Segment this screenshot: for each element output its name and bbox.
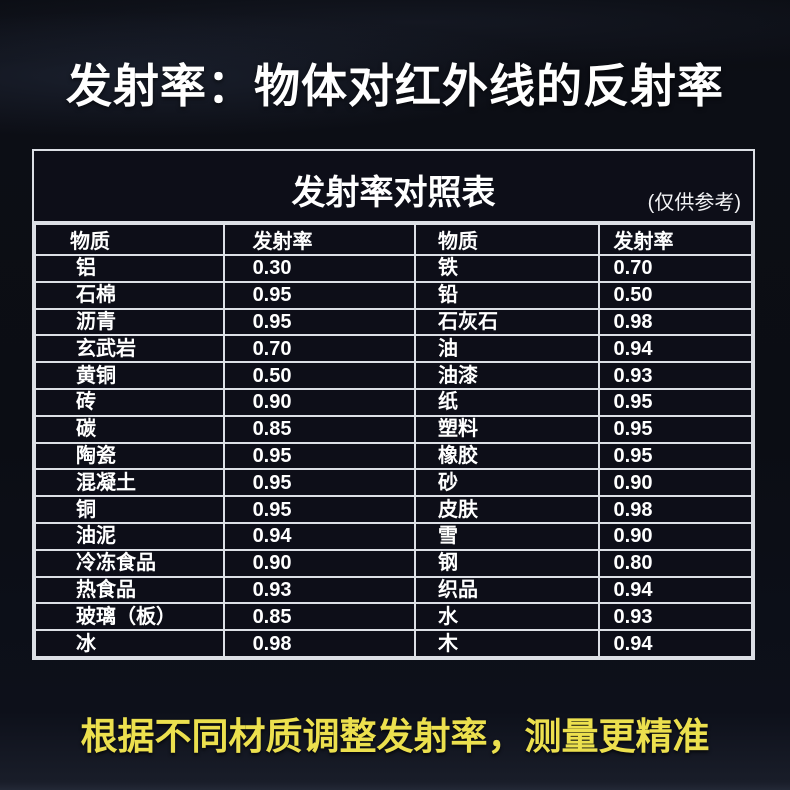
emissivity-cell: 0.90	[222, 387, 417, 417]
material-cell: 油泥	[34, 521, 225, 551]
column-header-emissivity-right: 发射率	[597, 223, 754, 256]
material-cell: 石棉	[34, 280, 225, 310]
table-row: 冰 0.98 木 0.94	[34, 629, 754, 658]
table-row: 玻璃（板） 0.85 水 0.93	[34, 602, 754, 632]
material-cell: 皮肤	[414, 495, 600, 524]
material-cell: 石灰石	[414, 307, 600, 337]
emissivity-cell: 0.93	[597, 361, 754, 390]
table-row: 铜 0.95 皮肤 0.98	[34, 495, 754, 524]
column-header-material-right: 物质	[414, 223, 600, 256]
material-cell: 玄武岩	[34, 334, 225, 364]
footer-tagline: 根据不同材质调整发射率，测量更精准	[80, 716, 710, 757]
emissivity-cell: 0.98	[222, 629, 417, 658]
material-cell: 铁	[414, 254, 600, 283]
table-card-header: 发射率对照表 (仅供参考)	[34, 151, 753, 223]
table-row: 黄铜 0.50 油漆 0.93	[34, 361, 754, 390]
table-body: 铝 0.30 铁 0.70 石棉 0.95 铅 0.50 沥青 0.95 石灰石…	[34, 254, 754, 658]
emissivity-table-card: 发射率对照表 (仅供参考) 物质 发射率 物质 发射率 铝 0.30 铁 0.7…	[32, 149, 755, 660]
material-cell: 橡胶	[414, 441, 600, 471]
table-header-row: 物质 发射率 物质 发射率	[34, 223, 754, 256]
material-cell: 冷冻食品	[34, 548, 225, 578]
material-cell: 玻璃（板）	[34, 602, 225, 632]
emissivity-cell: 0.94	[222, 521, 417, 551]
emissivity-cell: 0.95	[222, 307, 417, 337]
emissivity-cell: 0.95	[222, 468, 417, 498]
emissivity-cell: 0.50	[597, 280, 754, 310]
emissivity-cell: 0.85	[222, 414, 417, 444]
emissivity-cell: 0.93	[597, 602, 754, 632]
emissivity-cell: 0.94	[597, 575, 754, 605]
emissivity-cell: 0.95	[222, 495, 417, 524]
material-cell: 木	[414, 629, 600, 658]
table-reference-note: (仅供参考)	[647, 192, 741, 214]
material-cell: 铜	[34, 495, 225, 524]
emissivity-cell: 0.93	[222, 575, 417, 605]
material-cell: 油	[414, 334, 600, 364]
emissivity-cell: 0.85	[222, 602, 417, 632]
material-cell: 砖	[34, 387, 225, 417]
emissivity-cell: 0.90	[597, 521, 754, 551]
table-row: 热食品 0.93 织品 0.94	[34, 575, 754, 605]
material-cell: 碳	[34, 414, 225, 444]
table-title: 发射率对照表	[291, 174, 496, 212]
emissivity-cell: 0.95	[222, 280, 417, 310]
emissivity-cell: 0.95	[597, 441, 754, 471]
table-row: 石棉 0.95 铅 0.50	[34, 280, 754, 310]
material-cell: 铝	[34, 254, 225, 283]
table-row: 砖 0.90 纸 0.95	[34, 387, 754, 417]
emissivity-cell: 0.90	[597, 468, 754, 498]
emissivity-cell: 0.95	[597, 414, 754, 444]
material-cell: 纸	[414, 387, 600, 417]
emissivity-cell: 0.98	[597, 307, 754, 337]
material-cell: 水	[414, 602, 600, 632]
page-title: 发射率：物体对红外线的反射率	[66, 60, 724, 112]
material-cell: 雪	[414, 521, 600, 551]
emissivity-cell: 0.90	[222, 548, 417, 578]
emissivity-cell: 0.95	[222, 441, 417, 471]
table-row: 陶瓷 0.95 橡胶 0.95	[34, 441, 754, 471]
emissivity-cell: 0.94	[597, 629, 754, 658]
table-row: 冷冻食品 0.90 钢 0.80	[34, 548, 754, 578]
material-cell: 砂	[414, 468, 600, 498]
material-cell: 塑料	[414, 414, 600, 444]
table-row: 玄武岩 0.70 油 0.94	[34, 334, 754, 364]
emissivity-cell: 0.95	[597, 387, 754, 417]
material-cell: 钢	[414, 548, 600, 578]
emissivity-cell: 0.30	[222, 254, 417, 283]
table-row: 油泥 0.94 雪 0.90	[34, 521, 754, 551]
material-cell: 热食品	[34, 575, 225, 605]
emissivity-cell: 0.70	[222, 334, 417, 364]
column-header-emissivity-left: 发射率	[222, 223, 417, 256]
emissivity-table: 物质 发射率 物质 发射率 铝 0.30 铁 0.70 石棉 0.95 铅 0.…	[34, 223, 754, 658]
material-cell: 织品	[414, 575, 600, 605]
material-cell: 混凝土	[34, 468, 225, 498]
emissivity-cell: 0.98	[597, 495, 754, 524]
emissivity-cell: 0.80	[597, 548, 754, 578]
table-row: 沥青 0.95 石灰石 0.98	[34, 307, 754, 337]
emissivity-cell: 0.70	[597, 254, 754, 283]
column-header-material-left: 物质	[34, 223, 225, 256]
table-row: 碳 0.85 塑料 0.95	[34, 414, 754, 444]
emissivity-cell: 0.94	[597, 334, 754, 364]
material-cell: 油漆	[414, 361, 600, 390]
table-row: 混凝土 0.95 砂 0.90	[34, 468, 754, 498]
table-row: 铝 0.30 铁 0.70	[34, 254, 754, 283]
material-cell: 冰	[34, 629, 225, 658]
material-cell: 沥青	[34, 307, 225, 337]
emissivity-cell: 0.50	[222, 361, 417, 390]
material-cell: 陶瓷	[34, 441, 225, 471]
material-cell: 铅	[414, 280, 600, 310]
material-cell: 黄铜	[34, 361, 225, 390]
